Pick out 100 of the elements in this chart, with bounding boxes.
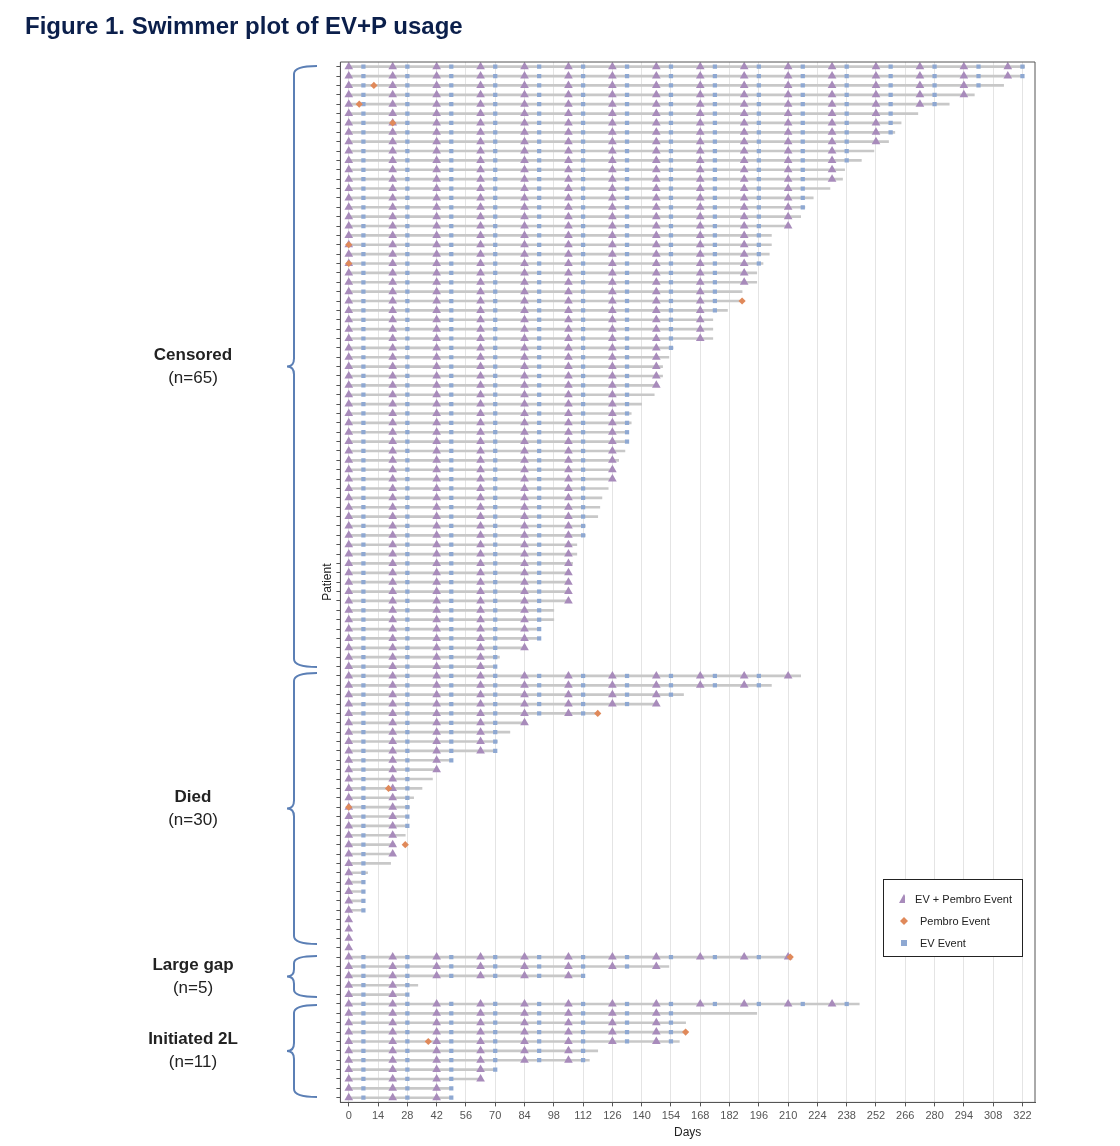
point (695, 80, 705, 88)
point (608, 436, 617, 445)
point (783, 89, 793, 98)
point (739, 89, 749, 98)
x-tick-label: 182 (720, 1109, 739, 1122)
point (739, 146, 749, 154)
point (871, 71, 881, 79)
point (739, 164, 749, 173)
point (915, 61, 925, 70)
point (608, 89, 617, 98)
point (608, 333, 617, 341)
point (888, 83, 893, 88)
point (651, 155, 661, 163)
point (695, 314, 705, 323)
x-tick-label: 210 (778, 1109, 798, 1122)
text: Died (173, 786, 213, 807)
point (651, 267, 661, 276)
point (651, 342, 661, 351)
x-tick-label: 84 (518, 1109, 531, 1122)
point (608, 305, 617, 313)
point (651, 352, 661, 360)
point (608, 136, 617, 145)
point (783, 80, 793, 88)
point (651, 333, 661, 341)
point (651, 258, 661, 267)
point (651, 249, 661, 257)
point (827, 146, 837, 154)
point (739, 80, 749, 88)
point (651, 192, 661, 201)
point (888, 111, 893, 116)
point (608, 361, 617, 370)
text: Censored (152, 344, 234, 365)
point (695, 998, 705, 1007)
point (608, 408, 617, 416)
point (695, 258, 705, 267)
x-tick-label: 14 (371, 1109, 385, 1122)
point (827, 164, 837, 173)
point (651, 361, 661, 370)
point (608, 371, 617, 379)
point (668, 186, 674, 191)
x-tick-label: 0 (345, 1109, 352, 1122)
point (624, 111, 630, 116)
point (871, 89, 881, 98)
point (756, 186, 761, 191)
point (651, 80, 661, 88)
point (608, 146, 617, 154)
point (695, 221, 705, 229)
point (1003, 61, 1013, 70)
point (783, 136, 793, 145)
point (695, 99, 705, 107)
x-tick-label: 56 (459, 1109, 473, 1122)
point (738, 297, 746, 305)
point (651, 230, 661, 238)
point (651, 1027, 661, 1035)
point (871, 80, 881, 88)
point (608, 389, 617, 398)
point (695, 164, 705, 173)
point (370, 81, 378, 90)
point (712, 158, 718, 163)
point (976, 73, 981, 79)
point (608, 455, 617, 463)
point (827, 108, 837, 117)
point (608, 117, 617, 126)
x-tick-label: 322 (1013, 1109, 1032, 1122)
point (712, 261, 718, 266)
point (739, 61, 749, 70)
point (608, 99, 617, 107)
point (827, 99, 837, 107)
point (756, 233, 761, 238)
point (608, 127, 617, 135)
point (624, 336, 630, 341)
point (915, 80, 925, 88)
point (932, 73, 937, 79)
point (783, 71, 793, 79)
point (651, 239, 661, 248)
point (739, 221, 749, 229)
point (608, 427, 617, 435)
point (608, 445, 617, 454)
point (608, 211, 617, 220)
point (695, 192, 705, 201)
point (608, 670, 617, 679)
y-axis-title: Patient (319, 562, 334, 601)
point (624, 1039, 630, 1044)
point (959, 61, 969, 70)
point (783, 117, 793, 126)
point (651, 174, 661, 182)
point (827, 136, 837, 145)
point (608, 380, 617, 388)
point (871, 61, 881, 70)
point (624, 158, 630, 163)
point (608, 286, 617, 295)
point (844, 158, 849, 163)
point (783, 211, 793, 220)
point (608, 399, 617, 407)
text: Initiated 2L (147, 1029, 239, 1049)
point (651, 1036, 661, 1044)
point (695, 183, 705, 192)
point (827, 174, 837, 182)
point (651, 699, 661, 707)
point (608, 239, 617, 248)
